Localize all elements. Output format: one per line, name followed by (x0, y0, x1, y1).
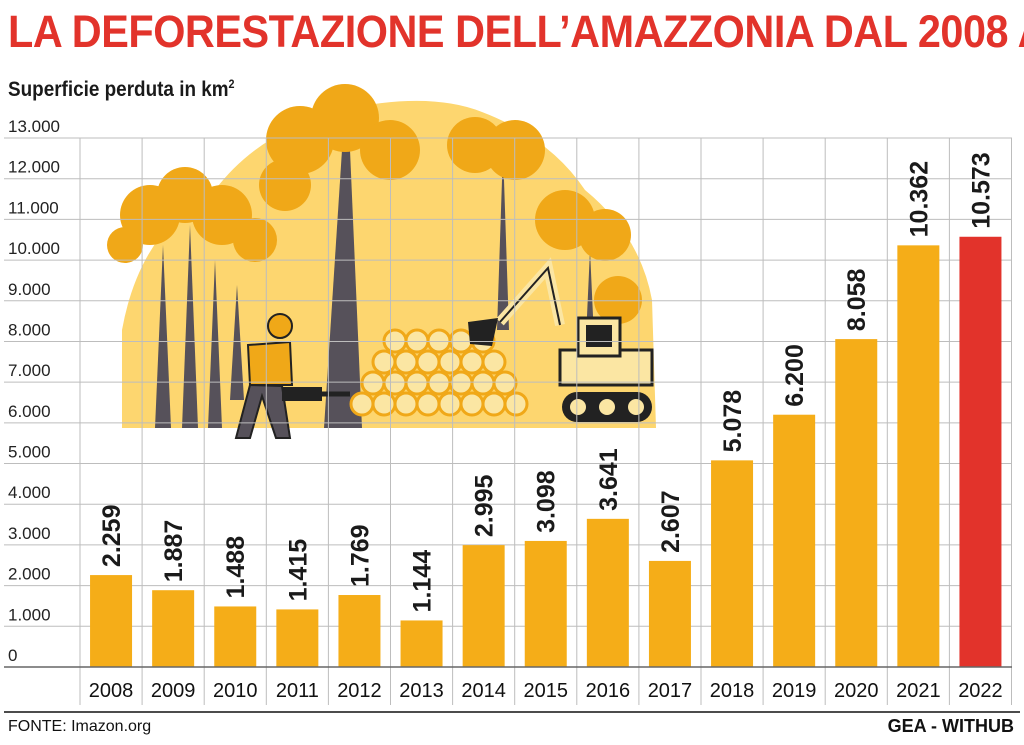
data-label: 2.995 (471, 474, 499, 537)
x-tick-label: 2018 (710, 680, 755, 702)
x-tick-label: 2014 (461, 680, 506, 702)
y-tick-label: 8.000 (8, 320, 51, 339)
y-tick-label: 9.000 (8, 280, 51, 299)
x-tick-label: 2016 (586, 680, 631, 702)
chart-title: LA DEFORESTAZIONE DELL’AMAZZONIA DAL 200… (8, 6, 1024, 57)
data-label: 1.488 (222, 536, 250, 599)
x-tick-label: 2015 (524, 680, 569, 702)
y-tick-label: 12.000 (8, 158, 60, 177)
chart-subtitle: Superficie perduta in km2 (8, 70, 235, 104)
data-label: 10.362 (905, 161, 933, 237)
y-tick-label: 1.000 (8, 605, 51, 624)
bar (400, 620, 443, 667)
y-tick-label: 11.000 (8, 198, 59, 217)
x-tick-label: 2009 (151, 680, 196, 702)
bar (897, 245, 940, 667)
log-pile (349, 328, 529, 417)
subtitle-superscript: 2 (228, 77, 235, 91)
y-tick-label: 4.000 (8, 483, 51, 502)
data-label: 10.573 (967, 152, 995, 228)
y-tick-label: 0 (8, 646, 17, 665)
bar (90, 575, 133, 667)
tree-foliage (107, 84, 642, 324)
bar (462, 545, 505, 667)
bar (586, 518, 629, 667)
deforestation-illustration (107, 84, 656, 439)
y-tick-label: 13.000 (8, 117, 60, 136)
x-tick-label: 2021 (896, 680, 941, 702)
bar (524, 540, 567, 667)
y-tick-label: 7.000 (8, 361, 51, 380)
subtitle-text: Superficie perduta in km (8, 78, 229, 101)
bar (835, 339, 878, 667)
bar (711, 460, 754, 667)
x-tick-label: 2013 (399, 680, 444, 702)
bars-layer (90, 236, 1002, 667)
data-label: 1.887 (160, 520, 188, 583)
data-label: 1.415 (284, 539, 312, 602)
y-tick-label: 3.000 (8, 524, 51, 543)
data-label: 5.078 (719, 390, 747, 453)
bar (276, 609, 319, 667)
x-tick-label: 2020 (834, 680, 879, 702)
data-label: 3.641 (595, 448, 623, 511)
x-tick-label: 2012 (337, 680, 382, 702)
y-tick-label: 6.000 (8, 402, 51, 421)
bar (152, 590, 195, 667)
bar (648, 560, 691, 667)
x-tick-label: 2019 (772, 680, 817, 702)
data-label: 8.058 (843, 268, 871, 331)
data-label: 3.098 (533, 470, 561, 533)
bar (773, 414, 816, 667)
data-label: 6.200 (781, 344, 809, 407)
y-tick-label: 2.000 (8, 565, 51, 584)
bar (959, 236, 1002, 667)
data-label: 1.769 (346, 524, 374, 587)
data-label: 1.144 (409, 550, 437, 613)
data-label: 2.259 (98, 505, 126, 568)
x-axis-labels: 2008 2009 2010 2011 2012 2013 2014 2015 2016 2017… (89, 680, 1003, 702)
source-note: FONTE: Imazon.org (8, 718, 152, 735)
bar (338, 595, 381, 667)
y-tick-label: 10.000 (8, 239, 60, 258)
x-tick-label: 2017 (648, 680, 693, 702)
x-tick-label: 2011 (276, 680, 319, 702)
lumberjack-figure (234, 313, 350, 439)
bar (214, 606, 257, 667)
value-labels: 2.259 1.887 1.488 1.415 1.769 1.144 2.995 3.098… (98, 152, 995, 612)
data-label: 2.607 (657, 490, 685, 553)
x-tick-label: 2010 (213, 680, 258, 702)
y-axis-labels: 0 1.000 2.000 3.000 4.000 5.000 6.000 7.000 8.00… (8, 117, 60, 665)
x-tick-label: 2022 (958, 680, 1003, 702)
y-tick-label: 5.000 (8, 443, 51, 462)
x-tick-label: 2008 (89, 680, 134, 702)
credit-note: GEA - WITHUB (887, 716, 1014, 736)
